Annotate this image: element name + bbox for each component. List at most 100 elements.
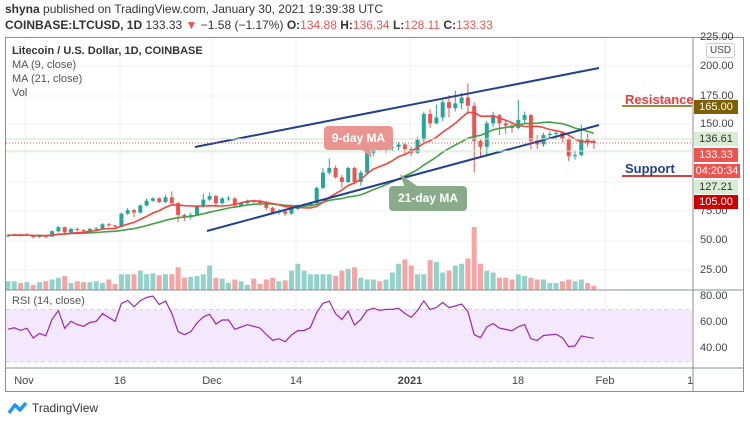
volume-bar [465, 258, 471, 290]
candle-body [207, 196, 212, 200]
candle-body [69, 228, 73, 233]
volume-bar [219, 278, 225, 290]
upper-trend-line[interactable] [194, 67, 600, 148]
volume-bar [364, 279, 370, 290]
support-label[interactable]: Support [625, 161, 675, 176]
currency-label[interactable]: USD [706, 43, 736, 58]
ma9-callout[interactable]: 9-day MA [324, 126, 393, 150]
support-price-badge: 105.00 [694, 195, 738, 209]
volume-bar [572, 281, 578, 290]
volume-bar [377, 281, 383, 290]
volume-bar [459, 263, 465, 290]
candle-body [81, 230, 86, 232]
candle-body [169, 197, 174, 204]
volume-bar [100, 283, 105, 290]
candle-body [258, 201, 262, 204]
legend-vol[interactable]: Vol [12, 87, 28, 99]
candle-body [434, 117, 439, 124]
candle-body [402, 144, 407, 150]
legend-ma21[interactable]: MA (21, close) [12, 73, 83, 85]
volume-bar [345, 269, 351, 290]
candle-body [547, 133, 552, 136]
candle-body [132, 210, 136, 213]
chart-frame [5, 37, 744, 392]
volume-bar [131, 274, 137, 290]
candle-body [150, 198, 155, 201]
volume-bar [43, 281, 49, 290]
low-label: L: [392, 18, 405, 32]
candle-body [314, 187, 319, 204]
tradingview-logo-icon [8, 401, 28, 415]
volume-bar [528, 277, 534, 290]
volume-bar [484, 270, 490, 290]
volume-bar [522, 276, 528, 290]
volume-bar [370, 279, 376, 290]
candle-body [37, 235, 42, 238]
resistance-label[interactable]: Resistance [625, 92, 694, 107]
volume-bar [251, 278, 257, 290]
time-label: Feb [595, 375, 615, 387]
volume-bar [257, 283, 263, 290]
candle-body [62, 227, 67, 233]
candle-body [522, 115, 527, 120]
volume-bar [408, 265, 414, 290]
candle-body [289, 208, 294, 214]
volume-bar [49, 279, 55, 290]
ma9-callout-pointer [360, 148, 372, 158]
candle-body [516, 119, 521, 129]
volume-bar [68, 283, 74, 290]
time-label: 18 [511, 375, 525, 387]
ma9-price-badge: 136.61 [694, 132, 738, 146]
candle-body [87, 228, 92, 231]
last-price: 133.33 [145, 18, 183, 32]
volume-bar [503, 277, 509, 290]
candle-body [56, 227, 61, 232]
legend-rsi[interactable]: RSI (14, close) [12, 295, 85, 307]
author: shyna [5, 2, 40, 16]
volume-bar [137, 270, 143, 290]
volume-bar [396, 263, 402, 290]
volume-bar [188, 276, 194, 290]
ma21-callout[interactable]: 21-day MA [389, 186, 467, 211]
candle-body [113, 225, 118, 227]
ma9-line [7, 111, 594, 237]
volume-bar [452, 265, 458, 290]
volume-bar [144, 274, 150, 290]
volume-bar [270, 277, 276, 290]
volume-bar [150, 273, 156, 290]
volume-bar [490, 272, 496, 290]
volume-bar [591, 285, 597, 290]
volume-bar [213, 277, 219, 290]
candle-body [358, 172, 363, 183]
candle-body [453, 103, 458, 109]
volume-bar [30, 284, 36, 290]
price-tick: 175.00 [700, 90, 734, 102]
candle-body [6, 235, 10, 237]
volume-bar [314, 274, 320, 290]
time-label: Dec [202, 375, 222, 387]
volume-bar [81, 282, 87, 290]
volume-bar [446, 270, 452, 290]
tradingview-logo[interactable]: TradingView [8, 401, 98, 415]
ma21-callout-pointer [400, 174, 420, 188]
volume-bar [289, 270, 294, 290]
volume-bar [207, 265, 213, 290]
volume-bar [427, 260, 433, 290]
open-label: O: [286, 18, 301, 32]
legend-ma9[interactable]: MA (9, close) [12, 59, 77, 71]
candle-body [554, 132, 559, 134]
candle-body [308, 203, 313, 206]
volume-bar [276, 281, 282, 290]
volume-bar [421, 274, 427, 290]
volume-bar [326, 274, 332, 290]
volume-bar [169, 274, 175, 290]
close-value: 133.33 [456, 18, 493, 32]
volume-bar [74, 281, 80, 290]
volume-bar [37, 282, 42, 290]
ma21-price-badge: 127.21 [694, 180, 738, 194]
candle-body [472, 105, 477, 141]
candle-body [503, 123, 508, 126]
chart-legend: Litecoin / U.S. Dollar, 1D, COINBASE MA … [12, 44, 203, 100]
volume-bar [232, 279, 238, 290]
